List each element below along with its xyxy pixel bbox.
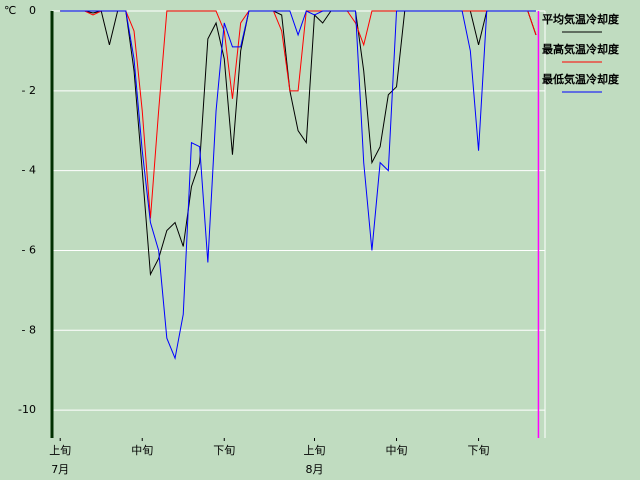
y-unit: ℃: [4, 4, 16, 17]
legend-label: 最低気温冷却度: [542, 72, 620, 86]
y-tick-label: -10: [18, 403, 36, 416]
x-tick-label: 下旬: [468, 444, 490, 457]
month-label: 7月: [51, 463, 69, 476]
month-label: 8月: [305, 463, 323, 476]
x-tick-label: 中旬: [386, 444, 408, 457]
legend-label: 最高気温冷却度: [542, 42, 620, 56]
y-tick-label: 0: [29, 4, 36, 17]
y-tick-label: - 6: [22, 243, 36, 256]
series-line: [60, 10, 537, 277]
x-tick-label: 上旬: [303, 444, 325, 457]
y-tick-label: - 2: [22, 84, 36, 97]
x-tick-label: 下旬: [213, 444, 235, 457]
y-tick-label: - 8: [22, 323, 36, 336]
series-line: [60, 10, 536, 360]
x-tick-label: 上旬: [49, 444, 71, 457]
legend-label: 平均気温冷却度: [542, 12, 620, 26]
y-tick-label: - 4: [22, 164, 36, 177]
x-tick-label: 中旬: [131, 444, 153, 457]
